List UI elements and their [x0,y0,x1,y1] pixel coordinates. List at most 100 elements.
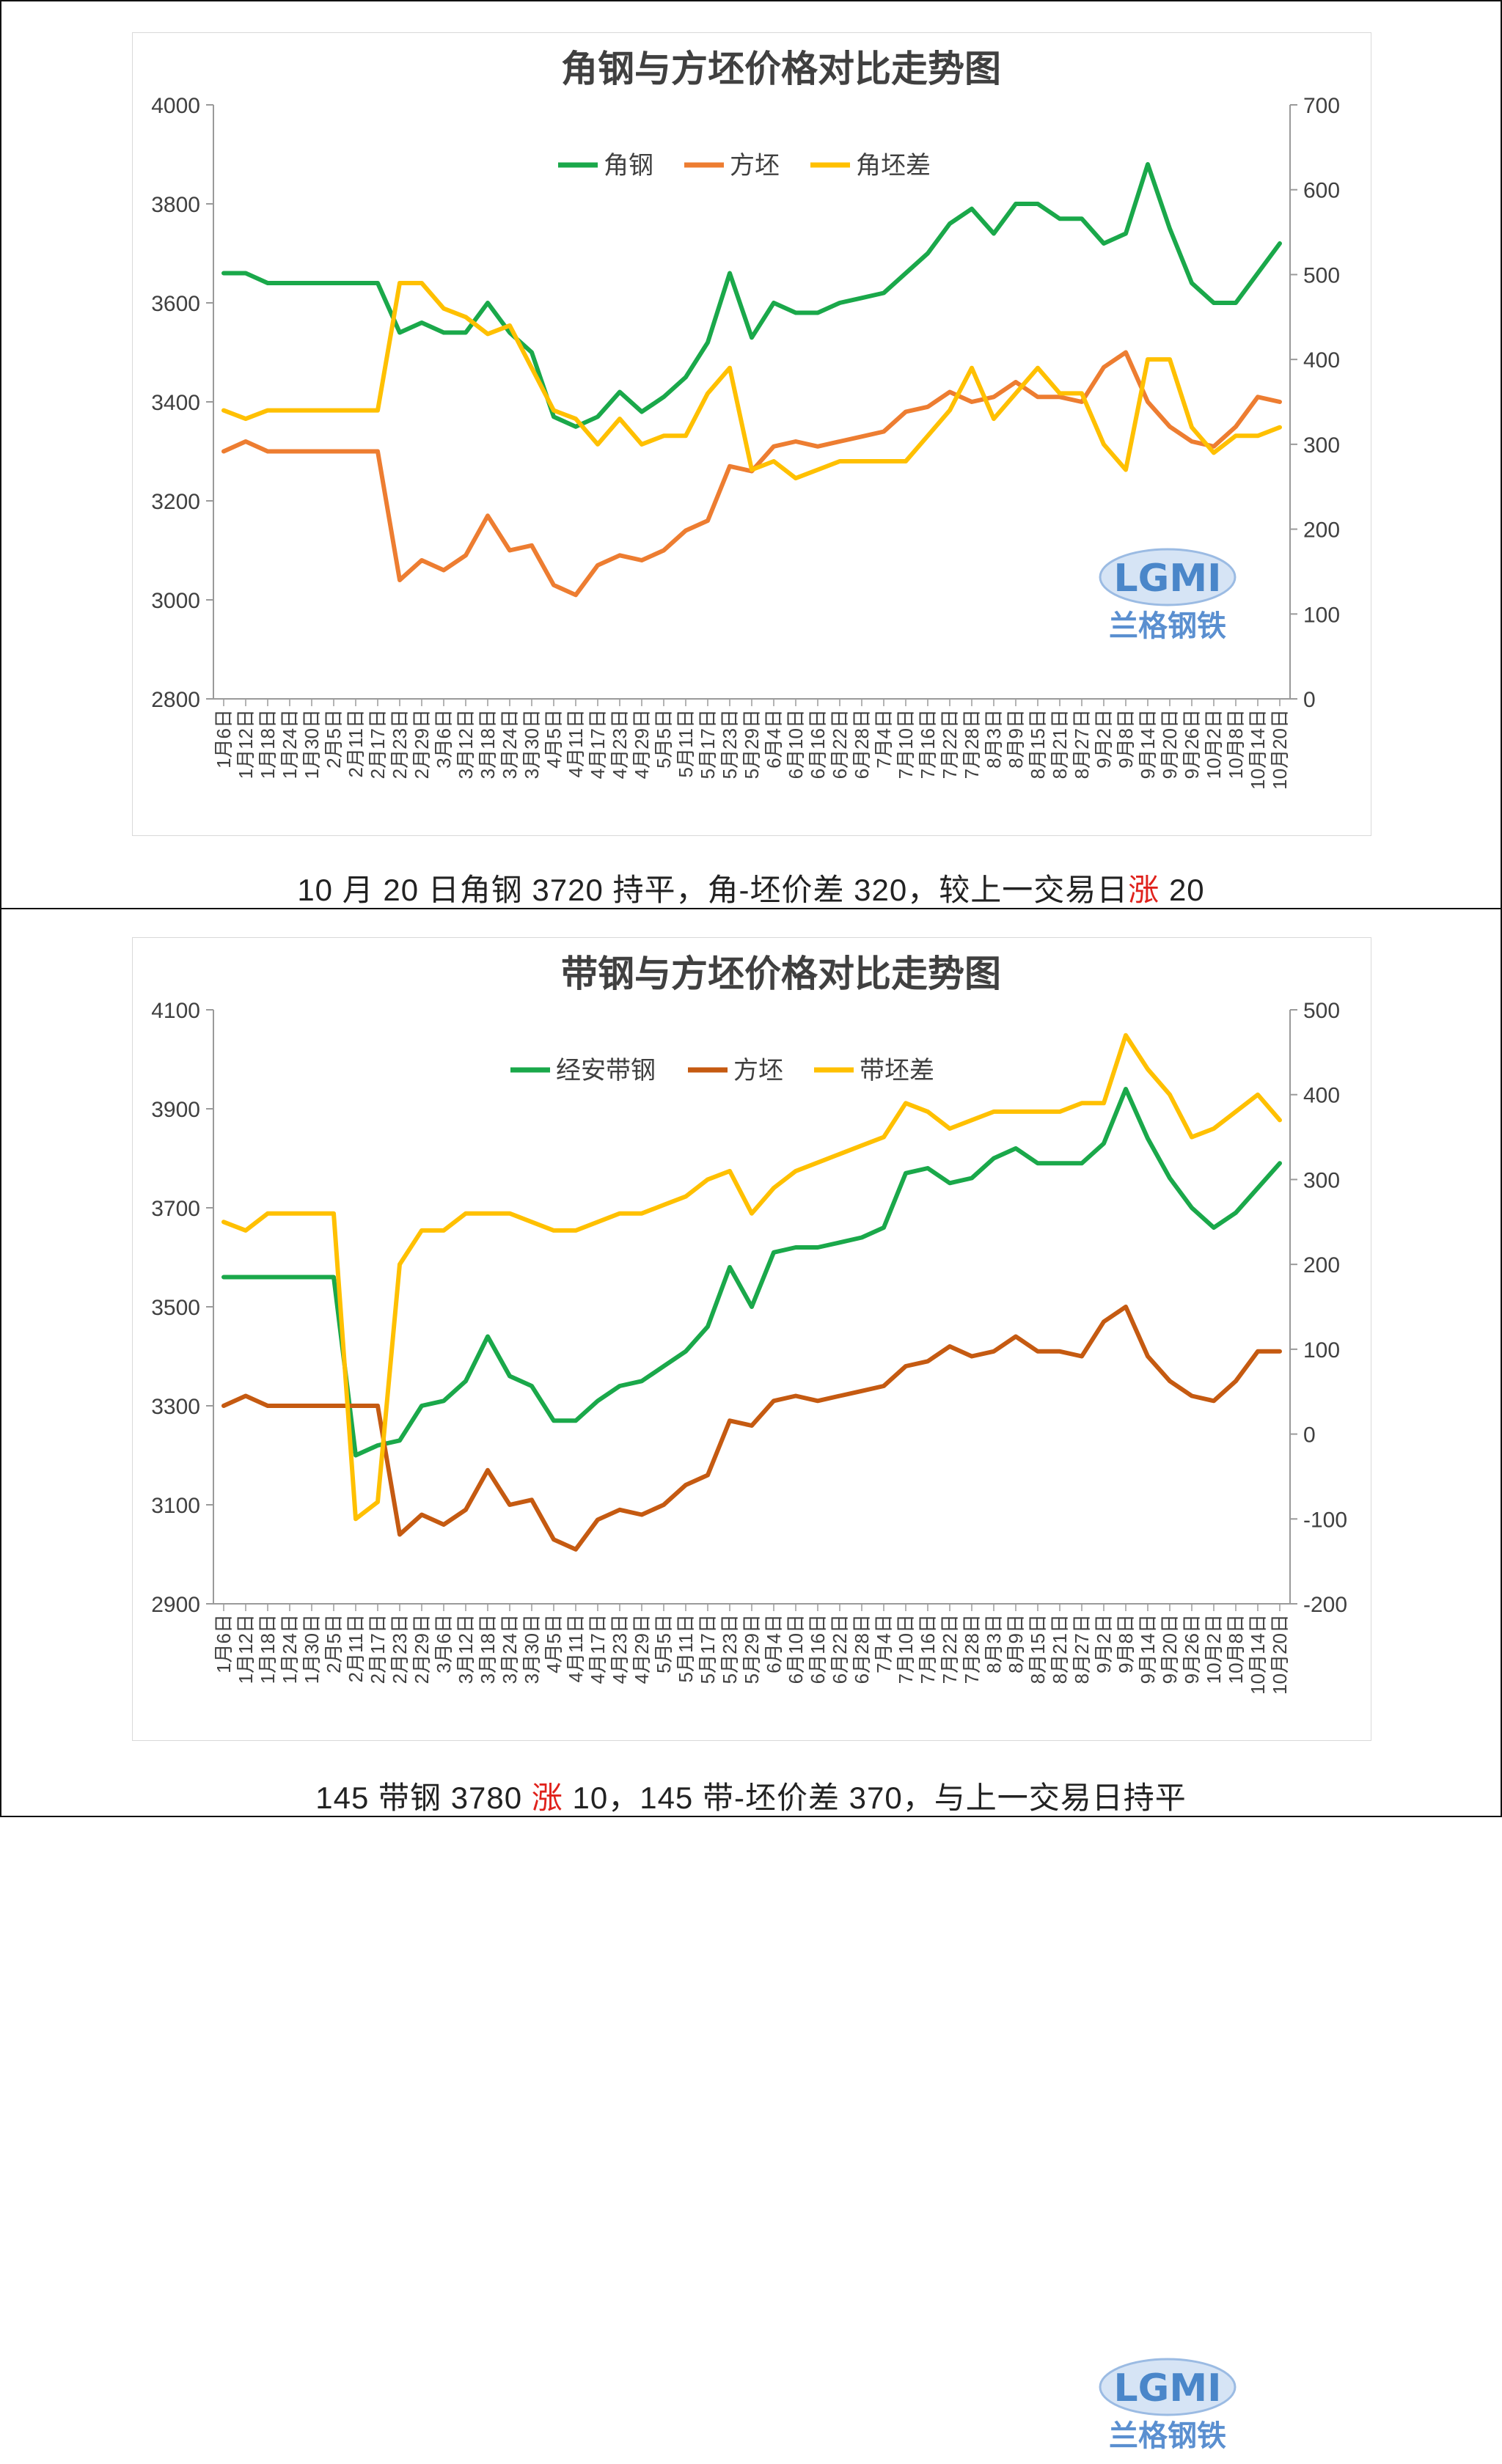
x-tick-label: 2月11日 [345,709,367,777]
legend-label: 方坯 [733,1057,783,1085]
x-tick-label: 4月5日 [543,709,565,769]
x-tick-label: 5月29日 [741,1614,763,1684]
x-tick-label: 2月29日 [411,709,433,779]
x-tick-label: 3月24日 [499,709,521,779]
x-tick-label: 9月14日 [1137,709,1159,779]
x-tick-label: 4月29日 [631,709,653,779]
x-tick-label: 10月14日 [1247,1614,1269,1695]
series-line-1 [221,1087,1282,1458]
y-right-tick-label: 0 [1303,1423,1316,1448]
x-tick-label: 5月29日 [741,709,763,779]
y-right-tick-label: 400 [1303,1084,1340,1108]
x-tick-label: 3月18日 [477,1614,499,1684]
y-left-tick-label: 4100 [151,999,200,1023]
x-tick-label: 5月23日 [719,1614,741,1684]
svg-text:LGMI: LGMI [1114,2366,1222,2410]
x-tick-label: 9月26日 [1181,709,1203,779]
x-tick-label: 10月2日 [1203,1614,1225,1684]
x-tick-label: 1月6日 [213,709,235,769]
x-tick-label: 5月11日 [675,1614,697,1682]
x-tick-label: 9月26日 [1181,1614,1203,1684]
x-tick-label: 4月29日 [631,1614,653,1684]
x-tick-label: 6月22日 [829,709,851,779]
x-tick-label: 2月23日 [389,709,411,779]
x-tick-label: 10月14日 [1247,709,1269,790]
y-left-tick-label: 3900 [151,1098,200,1122]
x-tick-label: 7月10日 [895,1614,917,1684]
x-tick-label: 2月17日 [367,709,389,779]
y-left-tick-label: 3800 [151,193,200,217]
x-tick-label: 9月2日 [1093,1614,1115,1673]
x-tick-label: 9月8日 [1115,709,1137,769]
x-tick-label: 5月17日 [697,709,719,779]
y-right-tick-label: 0 [1303,688,1316,712]
y-right-tick-label: 100 [1303,603,1340,627]
x-tick-label: 8月3日 [983,709,1005,769]
x-tick-label: 4月17日 [587,709,609,779]
series-line-3 [221,1033,1282,1522]
x-tick-label: 9月20日 [1159,1614,1181,1684]
y-left-tick-label: 3200 [151,490,200,514]
x-tick-label: 3月30日 [521,1614,543,1684]
y-right-tick-label: 500 [1303,263,1340,287]
x-tick-label: 7月22日 [939,709,961,779]
y-right-tick-label: 300 [1303,433,1340,458]
y-right-tick-label: 300 [1303,1168,1340,1192]
x-tick-label: 8月21日 [1049,709,1071,779]
x-tick-label: 6月16日 [807,709,829,779]
x-tick-label: 9月20日 [1159,709,1181,779]
x-tick-label: 10月20日 [1269,709,1291,790]
legend-label: 经安带钢 [556,1057,656,1085]
caption-text-tail: 20 [1160,873,1205,907]
x-tick-label: 1月12日 [235,1614,257,1684]
x-tick-label: 7月16日 [917,1614,939,1684]
x-tick-label: 1月30日 [301,1614,323,1684]
x-tick-label: 1月24日 [279,1614,301,1684]
x-tick-label: 4月17日 [587,1614,609,1684]
x-tick-label: 1月30日 [301,709,323,779]
lgmi-logo: LGMI 兰格钢铁 [1094,2354,1241,2464]
y-left-tick-label: 2900 [151,1593,200,1617]
x-tick-label: 7月10日 [895,709,917,779]
caption-text: 145 带钢 3780 [315,1781,532,1815]
x-tick-label: 7月4日 [873,1614,895,1673]
x-tick-label: 10月8日 [1225,1614,1247,1684]
x-tick-label: 7月22日 [939,1614,961,1684]
y-right-tick-label: 100 [1303,1338,1340,1363]
x-tick-label: 3月12日 [455,1614,477,1684]
x-tick-label: 1月18日 [257,1614,279,1684]
y-right-tick-label: 500 [1303,999,1340,1023]
y-left-tick-label: 4000 [151,94,200,118]
x-tick-label: 1月12日 [235,709,257,779]
caption-rise-word: 涨 [1128,873,1160,907]
x-tick-label: 8月27日 [1071,709,1093,779]
x-tick-label: 6月4日 [763,1614,785,1673]
svg-text:LGMI: LGMI [1114,557,1222,601]
x-tick-label: 10月2日 [1203,709,1225,779]
x-tick-label: 2月5日 [323,709,345,769]
caption-rise-word: 涨 [531,1781,563,1815]
line-chart: 带钢与方坯价格对比走势图 2900 3100 3300 3500 3700 3900 4100… [151,953,1347,1695]
legend-label: 角坯差 [856,152,931,180]
y-left-tick-label: 2800 [151,688,200,712]
y-left-tick-label: 3300 [151,1395,200,1419]
y-right-tick-label: 200 [1303,1253,1340,1277]
x-tick-label: 2月5日 [323,1614,345,1673]
x-tick-label: 1月6日 [213,1614,235,1673]
x-tick-label: 3月24日 [499,1614,521,1684]
x-tick-label: 5月11日 [675,709,697,777]
x-tick-label: 6月10日 [785,1614,807,1684]
lgmi-logo: LGMI 兰格钢铁 [1094,544,1241,654]
x-tick-label: 6月22日 [829,1614,851,1684]
x-tick-label: 7月28日 [961,1614,983,1684]
x-tick-label: 5月5日 [653,1614,675,1673]
chart-frame: 带钢与方坯价格对比走势图 2900 3100 3300 3500 3700 3900 4100… [132,937,1371,1741]
chart-frame: 角钢与方坯价格对比走势图 2800 3000 3200 3400 3600 3800 4000… [132,32,1371,836]
series-line-3 [221,281,1282,481]
x-tick-label: 3月6日 [433,1614,455,1673]
x-tick-label: 8月15日 [1027,709,1049,779]
chart-panel-angle-steel: 角钢与方坯价格对比走势图 2800 3000 3200 3400 3600 3800 4000… [0,0,1502,909]
x-tick-label: 4月23日 [609,709,631,779]
x-tick-label: 2月29日 [411,1614,433,1684]
x-tick-label: 4月11日 [565,1614,587,1682]
